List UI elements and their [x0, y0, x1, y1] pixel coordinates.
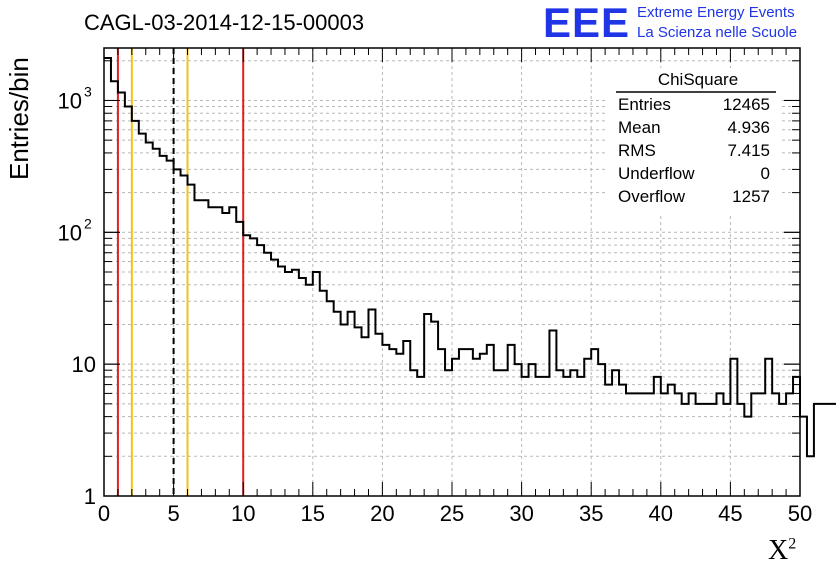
x-tick-label: 50 — [788, 501, 812, 526]
threshold-lines — [116, 48, 245, 496]
x-tick-label: 15 — [301, 501, 325, 526]
stats-row-value: 0 — [761, 164, 770, 183]
y-tick-label: 10 — [72, 352, 96, 377]
y-tick-exponent: 2 — [84, 215, 92, 231]
stats-row-label: Underflow — [618, 164, 695, 183]
chart-title: CAGL-03-2014-12-15-00003 — [84, 10, 365, 35]
stats-title: ChiSquare — [658, 70, 738, 89]
stats-row-label: Overflow — [618, 187, 686, 206]
x-axis-label: X2 — [768, 535, 796, 567]
y-tick-label: 10 — [58, 220, 82, 245]
x-tick-label: 45 — [718, 501, 742, 526]
histogram-outline — [104, 56, 836, 458]
y-tick-exponent: 3 — [84, 83, 92, 99]
x-tick-label: 10 — [231, 501, 255, 526]
logo-line-2: La Scienza nelle Scuole — [637, 24, 798, 41]
stats-box: ChiSquare Entries 12465 Mean 4.936 RMS 7.415 Un… — [608, 68, 780, 214]
logo-line-1: Extreme Energy Events — [637, 4, 795, 21]
eee-logo: EEE — [543, 0, 631, 46]
stats-row-value: 12465 — [723, 95, 770, 114]
stats-row-value: 4.936 — [727, 118, 770, 137]
x-tick-label: 20 — [370, 501, 394, 526]
x-axis-label-exponent: 2 — [788, 535, 797, 553]
x-axis-label-base: X — [768, 535, 789, 566]
stats-row-label: Mean — [618, 118, 661, 137]
stats-row-value: 1257 — [732, 187, 770, 206]
y-tick-label: 1 — [84, 484, 96, 509]
stats-row-label: Entries — [618, 95, 671, 114]
stats-row-label: RMS — [618, 141, 656, 160]
x-tick-label: 25 — [440, 501, 464, 526]
y-tick-label: 10 — [58, 88, 82, 113]
stats-row-value: 7.415 — [727, 141, 770, 160]
x-tick-label: 40 — [649, 501, 673, 526]
x-tick-label: 35 — [579, 501, 603, 526]
x-tick-label: 5 — [167, 501, 179, 526]
x-tick-label: 0 — [98, 501, 110, 526]
x-tick-label: 30 — [509, 501, 533, 526]
